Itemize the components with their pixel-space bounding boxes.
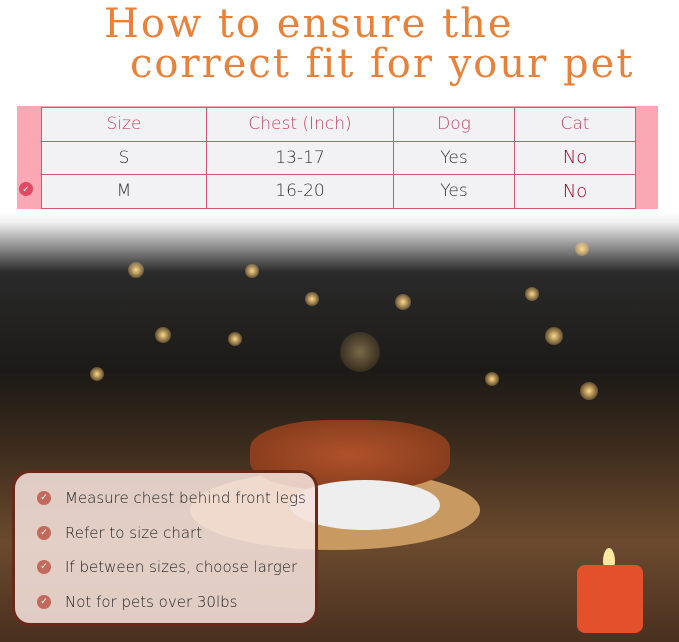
bokeh-light xyxy=(305,292,319,306)
tip-text: Refer to size chart xyxy=(65,524,203,542)
cell-chest: 16-20 xyxy=(206,174,394,209)
tip-text: Measure chest behind front legs xyxy=(65,489,306,507)
table-row: M 16-20 Yes No xyxy=(41,174,636,209)
tip-item: ✓ Refer to size chart xyxy=(37,524,202,542)
tips-card: ✓ Measure chest behind front legs ✓ Refer … xyxy=(12,470,318,626)
cell-chest: 13-17 xyxy=(206,140,394,175)
bokeh-light xyxy=(155,327,171,343)
table-header-row: Size Chest (Inch) Dog Cat xyxy=(41,107,636,142)
tip-text: Not for pets over 30lbs xyxy=(65,593,238,611)
tip-item: ✓ If between sizes, choose larger xyxy=(37,558,297,576)
cell-size: M xyxy=(41,174,207,209)
bokeh-light xyxy=(340,332,380,372)
bokeh-light xyxy=(575,242,589,256)
title-line-1: How to ensure the xyxy=(104,1,514,47)
bokeh-light xyxy=(580,382,598,400)
header-cat: Cat xyxy=(514,107,636,142)
bokeh-light xyxy=(228,332,242,346)
cell-dog: Yes xyxy=(393,174,515,209)
bokeh-light xyxy=(395,294,411,310)
candle-flame xyxy=(603,548,615,570)
title-line-2: correct fit for your pet xyxy=(130,41,635,87)
check-circle-icon: ✓ xyxy=(37,595,51,609)
header-size: Size xyxy=(41,107,207,142)
tip-text: If between sizes, choose larger xyxy=(65,558,298,576)
cell-size: S xyxy=(41,140,207,175)
cell-dog: Yes xyxy=(393,140,515,175)
bokeh-light xyxy=(525,287,539,301)
tip-item: ✓ Not for pets over 30lbs xyxy=(37,593,237,611)
bokeh-light xyxy=(245,264,259,278)
cell-cat: No xyxy=(514,174,636,209)
check-circle-icon: ✓ xyxy=(37,560,51,574)
check-circle-icon: ✓ xyxy=(37,491,51,505)
check-circle-icon: ✓ xyxy=(19,182,33,196)
candle xyxy=(577,565,643,633)
size-table: Size Chest (Inch) Dog Cat S 13-17 Yes No… xyxy=(41,107,636,209)
table-row: S 13-17 Yes No xyxy=(41,140,636,175)
tip-item: ✓ Measure chest behind front legs xyxy=(37,489,306,507)
bokeh-light xyxy=(128,262,144,278)
check-circle-icon: ✓ xyxy=(37,526,51,540)
bokeh-light xyxy=(485,372,499,386)
header-chest: Chest (Inch) xyxy=(206,107,394,142)
bokeh-light xyxy=(545,327,563,345)
cell-cat: No xyxy=(514,140,636,175)
bokeh-light xyxy=(90,367,104,381)
header-dog: Dog xyxy=(393,107,515,142)
